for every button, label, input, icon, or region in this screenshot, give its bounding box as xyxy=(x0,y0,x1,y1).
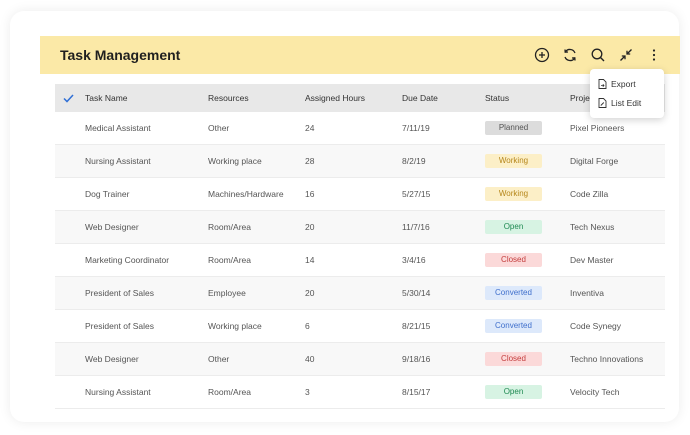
cell-hours: 24 xyxy=(305,123,315,133)
menu-item-label: Export xyxy=(611,79,636,89)
more-vertical-icon xyxy=(652,49,656,61)
table-row[interactable]: Nursing Assistant Room/Area 3 8/15/17 Op… xyxy=(55,376,665,409)
cell-resource: Employee xyxy=(208,288,246,298)
page-title: Task Management xyxy=(60,47,181,63)
collapse-button[interactable] xyxy=(616,45,636,65)
file-export-icon xyxy=(598,79,607,89)
table-row[interactable]: Nursing Assistant Working place 28 8/2/1… xyxy=(55,145,665,178)
cell-resource: Working place xyxy=(208,156,262,166)
table-row[interactable]: Web Designer Room/Area 20 11/7/16 Open T… xyxy=(55,211,665,244)
add-circle-icon xyxy=(534,47,550,63)
cell-task-name: Web Designer xyxy=(85,354,139,364)
refresh-button[interactable] xyxy=(560,45,580,65)
add-button[interactable] xyxy=(532,45,552,65)
cell-project: Dev Master xyxy=(570,255,614,265)
search-button[interactable] xyxy=(588,45,608,65)
grid-header: Task Management xyxy=(40,36,680,74)
column-header-task-name[interactable]: Task Name xyxy=(85,93,128,103)
collapse-icon xyxy=(620,49,632,61)
cell-hours: 3 xyxy=(305,387,310,397)
cell-hours: 40 xyxy=(305,354,315,364)
menu-item-label: List Edit xyxy=(611,98,642,108)
status-badge: Working xyxy=(485,154,542,168)
cell-task-name: Medical Assistant xyxy=(85,123,151,133)
cell-resource: Room/Area xyxy=(208,387,251,397)
status-badge: Converted xyxy=(485,319,542,333)
status-badge: Closed xyxy=(485,352,542,366)
refresh-icon xyxy=(564,48,576,62)
select-all-checkbox[interactable] xyxy=(63,84,77,112)
cell-resource: Room/Area xyxy=(208,222,251,232)
table-header: Task Name Resources Assigned Hours Due D… xyxy=(55,84,665,112)
cell-project: Tech Nexus xyxy=(570,222,615,232)
cell-project: Inventiva xyxy=(570,288,605,298)
column-header-project[interactable]: Proje xyxy=(570,93,590,103)
cell-hours: 14 xyxy=(305,255,315,265)
cell-task-name: President of Sales xyxy=(85,321,154,331)
status-badge: Converted xyxy=(485,286,542,300)
cell-project: Code Zilla xyxy=(570,189,609,199)
cell-due-date: 5/30/14 xyxy=(402,288,431,298)
column-header-assigned-hours[interactable]: Assigned Hours xyxy=(305,93,366,103)
search-icon xyxy=(591,48,605,62)
table-row[interactable]: Medical Assistant Other 24 7/11/19 Plann… xyxy=(55,112,665,145)
cell-task-name: Nursing Assistant xyxy=(85,156,151,166)
cell-due-date: 7/11/19 xyxy=(402,123,430,133)
more-button[interactable] xyxy=(644,45,664,65)
checkmark-icon xyxy=(63,93,74,103)
cell-hours: 16 xyxy=(305,189,315,199)
table-row[interactable]: President of Sales Working place 6 8/21/… xyxy=(55,310,665,343)
cell-project: Velocity Tech xyxy=(570,387,620,397)
cell-task-name: Web Designer xyxy=(85,222,139,232)
cell-hours: 20 xyxy=(305,288,315,298)
cell-project: Pixel Pioneers xyxy=(570,123,625,133)
status-badge: Open xyxy=(485,220,542,234)
table-row[interactable]: Web Designer Other 40 9/18/16 Closed Tec… xyxy=(55,343,665,376)
file-edit-icon xyxy=(598,98,607,108)
cell-project: Digital Forge xyxy=(570,156,619,166)
cell-task-name: Marketing Coordinator xyxy=(85,255,170,265)
status-badge: Open xyxy=(485,385,542,399)
status-badge: Working xyxy=(485,187,542,201)
cell-task-name: President of Sales xyxy=(85,288,154,298)
table-row[interactable]: Dog Trainer Machines/Hardware 16 5/27/15… xyxy=(55,178,665,211)
cell-project: Code Synegy xyxy=(570,321,622,331)
cell-due-date: 8/21/15 xyxy=(402,321,431,331)
cell-resource: Other xyxy=(208,123,230,133)
cell-due-date: 5/27/15 xyxy=(402,189,431,199)
more-options-menu: Export List Edit xyxy=(590,69,664,118)
task-table: Task Name Resources Assigned Hours Due D… xyxy=(55,84,665,409)
cell-hours: 28 xyxy=(305,156,315,166)
cell-resource: Machines/Hardware xyxy=(208,189,284,199)
cell-resource: Room/Area xyxy=(208,255,251,265)
cell-resource: Working place xyxy=(208,321,262,331)
column-header-due-date[interactable]: Due Date xyxy=(402,93,438,103)
column-header-status[interactable]: Status xyxy=(485,93,510,103)
cell-resource: Other xyxy=(208,354,230,364)
cell-hours: 20 xyxy=(305,222,315,232)
cell-due-date: 8/15/17 xyxy=(402,387,431,397)
menu-item-export[interactable]: Export xyxy=(598,77,636,91)
cell-due-date: 9/18/16 xyxy=(402,354,431,364)
menu-item-list-edit[interactable]: List Edit xyxy=(598,96,641,110)
cell-due-date: 8/2/19 xyxy=(402,156,426,166)
cell-due-date: 11/7/16 xyxy=(402,222,430,232)
status-badge: Planned xyxy=(485,121,542,135)
cell-project: Techno Innovations xyxy=(570,354,644,364)
cell-due-date: 3/4/16 xyxy=(402,255,426,265)
cell-task-name: Dog Trainer xyxy=(85,189,130,199)
table-row[interactable]: Marketing Coordinator Room/Area 14 3/4/1… xyxy=(55,244,665,277)
status-badge: Closed xyxy=(485,253,542,267)
column-header-resources[interactable]: Resources xyxy=(208,93,249,103)
table-row[interactable]: President of Sales Employee 20 5/30/14 C… xyxy=(55,277,665,310)
cell-task-name: Nursing Assistant xyxy=(85,387,151,397)
cell-hours: 6 xyxy=(305,321,310,331)
